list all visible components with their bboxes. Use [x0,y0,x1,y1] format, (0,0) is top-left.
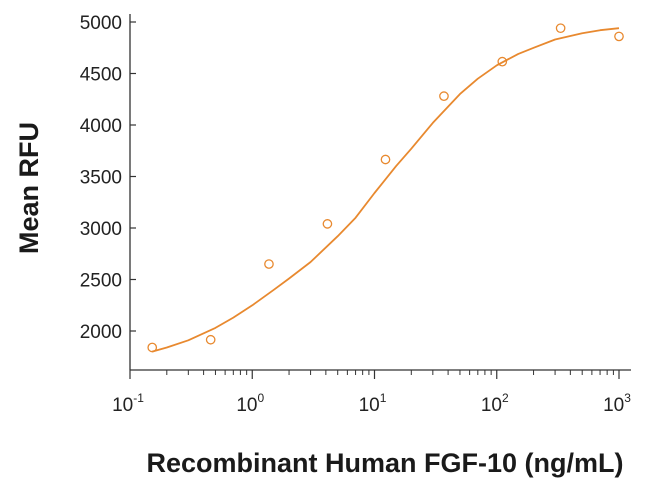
x-tick-label: 101 [359,391,387,416]
y-tick-label: 5000 [80,13,122,34]
data-point [322,219,333,229]
data-point [614,31,624,42]
y-tick-label: 4500 [80,65,122,86]
y-axis-title: Mean RFU [14,122,44,254]
y-tick-label: 4000 [80,116,122,137]
x-tick-label: 103 [603,391,631,416]
data-point [439,91,449,102]
data-point [497,56,508,67]
plot-area: 2000 2500 3000 3500 4000 4500 5000 10-1 100 101 10… [80,13,632,416]
fit-curve [151,27,620,353]
x-axis-title: Recombinant Human FGF-10 (ng/mL) [146,448,623,478]
x-tick-label: 100 [236,391,264,416]
data-point [555,23,566,34]
data-point [205,334,216,345]
y-tick-label: 3500 [80,168,122,189]
data-point [380,154,391,165]
y-tick-label: 3000 [80,219,122,240]
x-tick-label: 102 [481,391,509,416]
data-point [264,259,274,269]
x-tick-label: 10-1 [112,391,144,416]
y-tick-label: 2500 [80,271,122,292]
data-point [147,342,158,353]
y-tick-label: 2000 [80,322,122,343]
